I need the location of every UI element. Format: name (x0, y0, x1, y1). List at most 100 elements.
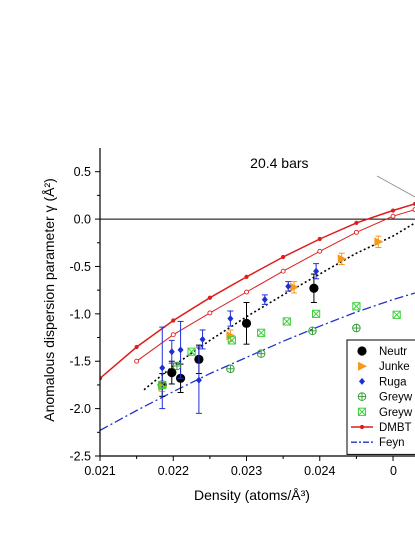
data-point (187, 347, 196, 356)
x-axis-label: Density (atoms/Å³) (194, 487, 310, 503)
legend-entry: Junke (358, 361, 410, 373)
series-line (136, 209, 415, 362)
series-point (207, 295, 212, 300)
y-tick-label: 0.0 (74, 213, 91, 227)
data-point (241, 318, 252, 328)
square-x-d2 (257, 328, 266, 337)
series-point (353, 229, 359, 235)
series-point (412, 201, 415, 207)
y-tick-label: -0.5 (69, 260, 91, 274)
data-point (313, 267, 320, 275)
data-point (172, 361, 182, 371)
x-tick-label: 0.023 (231, 464, 262, 478)
data-point (227, 336, 236, 345)
x-tick-label: 0.022 (158, 464, 189, 478)
square-x-box (257, 328, 266, 337)
data-point (308, 326, 317, 336)
data-point (195, 376, 202, 384)
square-x-d2 (352, 302, 361, 311)
series-point (170, 332, 176, 338)
square-x-d2 (358, 407, 366, 416)
series-layer (100, 201, 415, 431)
y-tick-label: -2.5 (69, 450, 91, 464)
data-point (159, 364, 166, 372)
legend-swatch-marker (359, 377, 365, 385)
series-point (317, 236, 322, 242)
data-point (226, 364, 235, 374)
legend: Neutr Junke Ruga Greyw Greyw DMBT Feyn (346, 339, 415, 455)
y-tick-label: 0.5 (74, 165, 91, 179)
data-point (257, 328, 266, 337)
x-tick-label: 0 (390, 464, 397, 478)
square-x-box (158, 380, 167, 390)
series-4-points (158, 302, 401, 390)
annotation-pointer (376, 175, 415, 198)
x-tick-label: 0.021 (84, 464, 115, 478)
data-point (177, 346, 184, 354)
legend-entry: Feyn (351, 437, 405, 449)
square-x-d2 (312, 309, 321, 318)
series-point (390, 213, 396, 219)
legend-swatch-marker (357, 346, 367, 356)
square-x-d2 (282, 317, 291, 326)
legend-swatch-marker (357, 392, 367, 401)
legend-entry: DMBT (351, 422, 412, 434)
data-point (312, 309, 321, 318)
square-x-box (352, 302, 361, 311)
y-tick-label: -2.0 (69, 402, 91, 416)
x-tick-label: 0.024 (304, 464, 335, 478)
annotation: 20.4 bars (250, 155, 415, 198)
square-x-box (227, 336, 236, 345)
series-point (390, 208, 396, 213)
data-point (168, 348, 175, 356)
data-point (261, 296, 268, 304)
data-point (374, 237, 384, 247)
square-x-box (282, 317, 291, 326)
series-6-line (134, 207, 415, 364)
legend-label: Neutr (379, 346, 407, 358)
legend-swatch-marker (357, 407, 367, 416)
legend-label: Junke (379, 361, 410, 373)
data-point (282, 317, 291, 326)
legend-entry: Ruga (359, 376, 407, 388)
data-point (309, 283, 319, 293)
legend-label: Greyw (379, 407, 413, 419)
legend-entry: Neutr (357, 346, 407, 358)
square-x-d2 (392, 310, 401, 319)
legend-entry: Greyw (357, 392, 413, 404)
series-point (281, 254, 286, 260)
series-5-line (100, 201, 415, 381)
legend-label: Feyn (379, 437, 405, 449)
legend-label: Greyw (379, 392, 413, 404)
legend-swatch-marker (358, 361, 367, 371)
series-point (280, 268, 286, 274)
series-point (207, 310, 213, 316)
data-point (392, 310, 401, 319)
legend-swatch-dot (359, 424, 365, 430)
legend-entry: Greyw (357, 407, 413, 419)
series-point (134, 358, 140, 364)
series-line (100, 203, 415, 379)
data-point (227, 315, 234, 323)
y-axis-label: Anomalous dispersion parameter γ (Å²) (41, 178, 57, 422)
feynman-dashdot-line (100, 292, 415, 431)
data-point (352, 302, 361, 311)
series-point (244, 289, 249, 295)
square-x-box (357, 407, 367, 416)
square-x-box (312, 309, 321, 318)
square-x-d2 (227, 336, 236, 345)
square-x-box (187, 347, 196, 356)
y-tick-label: -1.5 (69, 355, 91, 369)
data-point (158, 380, 167, 390)
series-point (171, 318, 176, 323)
legend-label: Ruga (379, 376, 407, 388)
legend-label: DMBT (379, 422, 412, 434)
series-point (134, 344, 139, 350)
square-x-d2 (158, 380, 167, 389)
y-tick-label: -1.0 (69, 307, 91, 321)
series-2-points (159, 263, 320, 414)
data-point (290, 282, 300, 292)
series-point (244, 274, 249, 279)
annotation-label: 20.4 bars (250, 155, 308, 171)
